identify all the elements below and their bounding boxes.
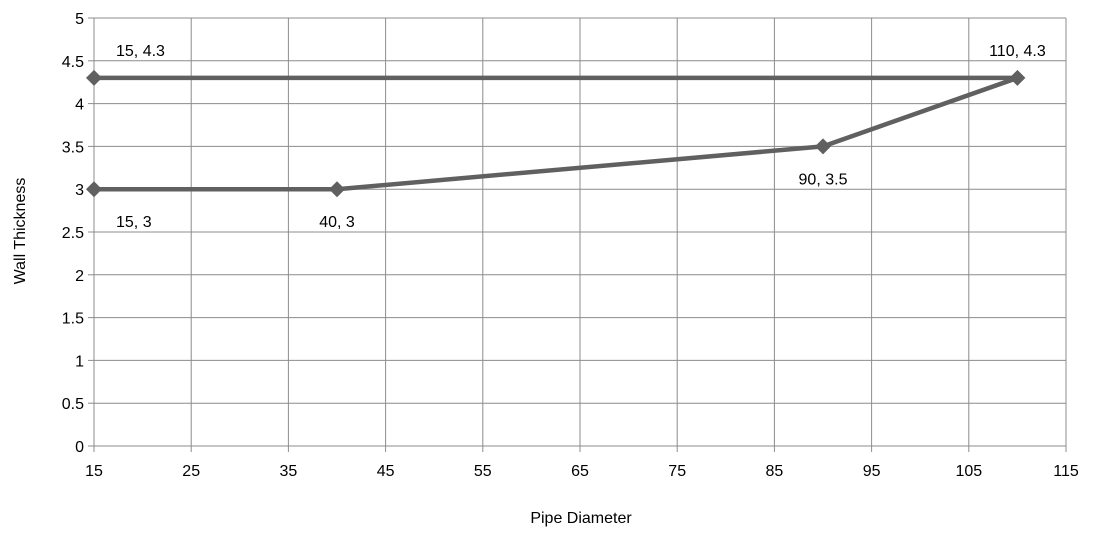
series-line — [91, 75, 1020, 192]
series-polyline — [91, 75, 1020, 192]
x-tick-label: 55 — [474, 463, 492, 480]
y-tick-label: 4 — [75, 97, 84, 114]
x-axis-title: Pipe Diameter — [530, 510, 632, 527]
x-tick-label: 35 — [280, 463, 298, 480]
x-tick-label: 75 — [668, 463, 686, 480]
tick-labels: 15 25 35 45 55 65 75 85 95 105 11500.511.522.533.5… — [62, 11, 1079, 480]
y-tick-label: 3 — [75, 182, 84, 199]
x-tick-label: 95 — [863, 463, 881, 480]
diamond-marker — [329, 181, 345, 198]
diamond-marker — [1009, 69, 1026, 86]
y-tick-label: 5 — [75, 11, 84, 28]
axes — [88, 17, 1067, 452]
data-label: 40, 3 — [319, 214, 355, 231]
x-tick-label: 45 — [377, 463, 395, 480]
y-axis-title: Wall Thickness — [12, 178, 29, 285]
y-tick-label: 3.5 — [62, 139, 84, 156]
x-tick-label: 105 — [955, 463, 982, 480]
y-tick-label: 2 — [75, 268, 84, 285]
y-tick-label: 1.5 — [62, 311, 84, 328]
y-tick-label: 4.5 — [62, 54, 84, 71]
data-points — [86, 69, 1026, 198]
y-tick-label: 0 — [75, 439, 84, 456]
x-tick-label: 65 — [571, 463, 589, 480]
y-tick-label: 0.5 — [62, 396, 84, 413]
grid — [93, 17, 1067, 447]
x-tick-label: 15 — [85, 463, 103, 480]
diamond-marker — [86, 69, 102, 86]
y-tick-label: 1 — [75, 353, 84, 370]
data-labels: 15, 3 40, 3 90, 3.5 110, 4.3 15, 4.3 — [116, 43, 1046, 231]
data-label: 110, 4.3 — [989, 43, 1046, 60]
x-tick-label: 115 — [1053, 463, 1079, 480]
diamond-marker — [815, 138, 831, 155]
x-tick-label: 25 — [182, 463, 200, 480]
y-tick-label: 2.5 — [62, 225, 84, 242]
x-tick-label: 85 — [766, 463, 784, 480]
data-label: 15, 4.3 — [116, 43, 165, 60]
data-label: 15, 3 — [116, 214, 152, 231]
data-label: 90, 3.5 — [799, 171, 848, 188]
diamond-marker — [86, 181, 102, 198]
